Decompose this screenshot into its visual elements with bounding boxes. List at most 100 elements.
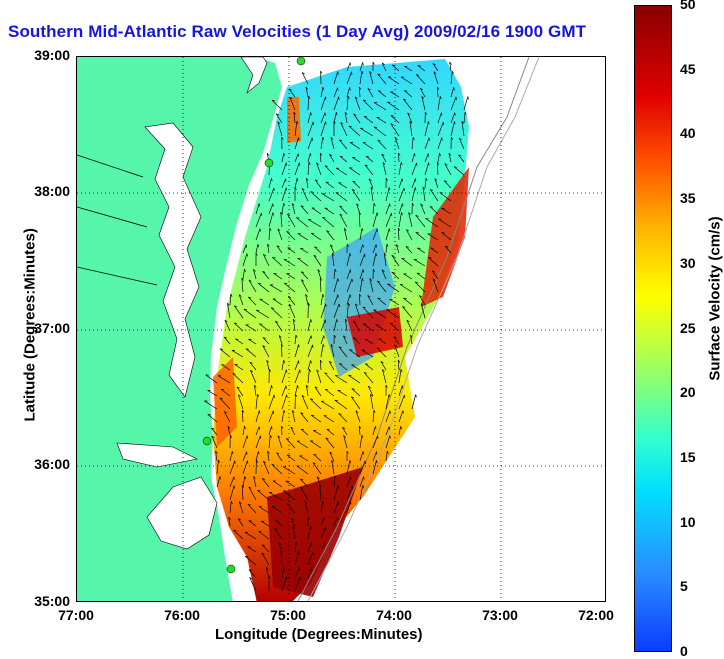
velocity-arrow bbox=[291, 410, 296, 423]
velocity-arrow-head bbox=[437, 161, 440, 165]
velocity-arrow-head bbox=[322, 500, 325, 505]
velocity-arrow-head bbox=[356, 203, 359, 206]
velocity-arrow bbox=[300, 486, 309, 501]
velocity-arrow bbox=[245, 348, 257, 358]
velocity-arrow-head bbox=[354, 96, 358, 100]
velocity-arrow-head bbox=[370, 393, 373, 397]
velocity-arrow bbox=[391, 271, 400, 280]
velocity-arrow bbox=[335, 375, 348, 384]
colorbar-tick-label: 45 bbox=[680, 60, 696, 77]
velocity-arrow-head bbox=[224, 411, 227, 414]
velocity-arrow bbox=[389, 322, 400, 332]
velocity-arrow bbox=[330, 344, 335, 358]
velocity-arrow-head bbox=[309, 368, 311, 372]
velocity-arrow bbox=[377, 280, 387, 293]
velocity-arrow bbox=[269, 284, 283, 293]
velocity-arrow-head bbox=[295, 393, 298, 397]
velocity-arrow bbox=[294, 567, 300, 579]
velocity-arrow-head bbox=[449, 61, 452, 65]
velocity-arrow bbox=[333, 87, 338, 98]
velocity-arrow-head bbox=[368, 385, 371, 389]
velocity-arrow bbox=[262, 345, 270, 358]
velocity-arrow-head bbox=[322, 136, 325, 141]
velocity-arrow-head bbox=[211, 427, 215, 430]
velocity-arrow bbox=[277, 435, 283, 449]
velocity-arrow bbox=[427, 233, 439, 241]
velocity-arrow bbox=[373, 309, 387, 319]
velocity-arrow bbox=[372, 409, 375, 423]
velocity-arrow bbox=[381, 62, 387, 72]
velocity-arrow-head bbox=[326, 230, 330, 233]
velocity-arrow-head bbox=[230, 500, 233, 504]
velocity-arrow-head bbox=[434, 178, 438, 181]
velocity-arrow bbox=[307, 218, 322, 228]
velocity-arrow bbox=[416, 272, 426, 280]
velocity-arrow-head bbox=[261, 552, 265, 555]
velocity-arrow bbox=[265, 567, 270, 579]
velocity-arrow-head bbox=[275, 320, 279, 323]
velocity-arrow-head bbox=[258, 282, 262, 285]
velocity-arrow bbox=[268, 178, 272, 189]
velocity-arrow bbox=[359, 62, 364, 72]
velocity-arrow bbox=[281, 425, 283, 436]
velocity-arrow bbox=[352, 180, 361, 189]
velocity-arrow-head bbox=[301, 72, 305, 75]
velocity-arrow bbox=[429, 189, 439, 202]
velocity-arrow bbox=[305, 178, 309, 189]
velocity-arrow bbox=[307, 319, 312, 332]
x-tick-label: 74:00 bbox=[376, 607, 412, 623]
velocity-arrow-head bbox=[269, 227, 272, 231]
river-3 bbox=[77, 266, 158, 286]
velocity-arrow bbox=[359, 244, 364, 254]
velocity-arrow-head bbox=[290, 426, 294, 429]
velocity-arrow bbox=[398, 162, 402, 176]
velocity-arrow-head bbox=[337, 71, 339, 75]
velocity-arrow bbox=[287, 213, 296, 228]
velocity-arrow bbox=[288, 304, 296, 319]
velocity-arrow bbox=[274, 528, 283, 540]
velocity-arrow bbox=[234, 305, 244, 319]
velocity-arrow-head bbox=[388, 394, 391, 398]
velocity-arrow bbox=[242, 476, 246, 488]
velocity-arrow-head bbox=[404, 90, 408, 92]
velocity-arrow-head bbox=[218, 459, 220, 463]
velocity-arrow bbox=[361, 349, 374, 358]
velocity-arrow bbox=[437, 112, 442, 124]
velocity-arrow bbox=[346, 87, 350, 98]
velocity-arrow-head bbox=[403, 297, 407, 299]
velocity-arrow bbox=[294, 551, 299, 566]
velocity-arrow-head bbox=[271, 178, 273, 182]
velocity-arrow-head bbox=[245, 555, 249, 558]
velocity-arrow bbox=[358, 86, 361, 98]
velocity-arrow bbox=[261, 478, 270, 488]
map-plot-area[interactable] bbox=[76, 56, 606, 602]
velocity-arrow-head bbox=[444, 163, 448, 166]
velocity-arrow-head bbox=[322, 217, 326, 219]
colorbar-tick-label: 35 bbox=[680, 190, 696, 207]
velocity-arrow-head bbox=[377, 297, 381, 299]
velocity-arrow bbox=[267, 244, 270, 254]
velocity-arrow bbox=[348, 374, 361, 384]
velocity-arrow-head bbox=[361, 70, 364, 75]
velocity-arrow bbox=[329, 451, 335, 462]
velocity-arrow-head bbox=[238, 294, 242, 297]
velocity-arrow bbox=[300, 478, 309, 488]
velocity-arrow bbox=[385, 243, 388, 254]
velocity-arrow-head bbox=[381, 62, 385, 65]
velocity-arrow bbox=[448, 153, 452, 163]
velocity-arrow bbox=[255, 212, 262, 228]
velocity-arrow-head bbox=[313, 254, 317, 257]
velocity-arrow bbox=[316, 369, 322, 384]
velocity-arrow bbox=[248, 520, 257, 527]
velocity-arrow-head bbox=[278, 542, 282, 545]
fast-patch-north bbox=[287, 97, 301, 143]
velocity-arrow-head bbox=[255, 252, 258, 256]
fast-patch-coast bbox=[213, 357, 237, 447]
velocity-arrow bbox=[359, 293, 361, 306]
velocity-arrow-head bbox=[244, 425, 246, 430]
velocity-arrow bbox=[248, 486, 257, 501]
velocity-arrow-head bbox=[391, 254, 395, 257]
colorbar-tick-label: 15 bbox=[680, 448, 696, 465]
velocity-arrow-head bbox=[330, 137, 334, 140]
velocity-arrow-head bbox=[277, 435, 281, 438]
